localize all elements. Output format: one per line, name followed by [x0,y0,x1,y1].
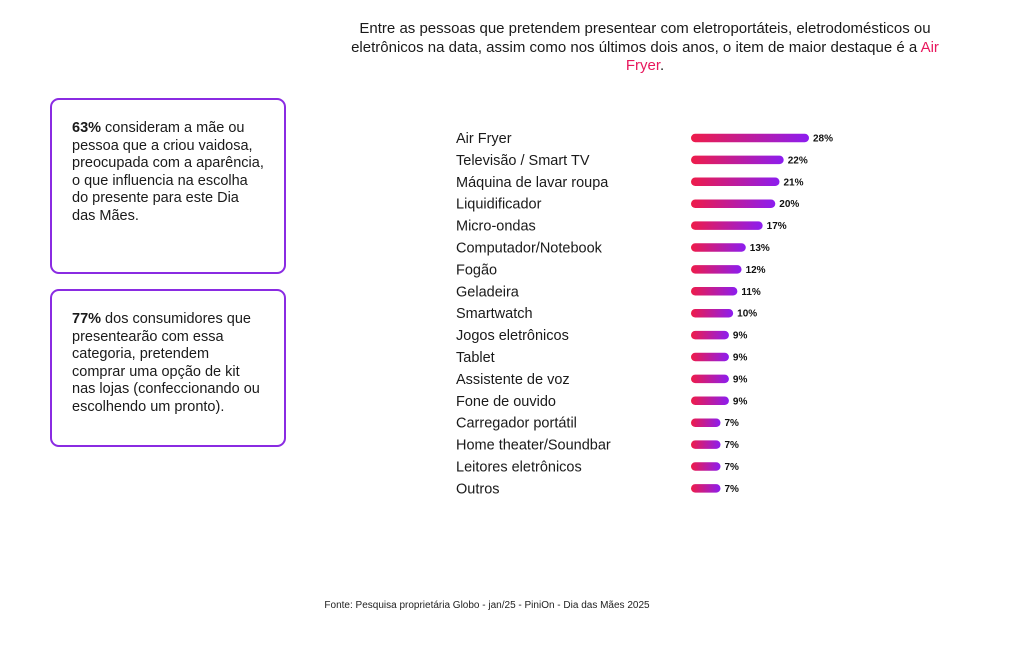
value-label: 10% [737,309,757,320]
bar [691,330,729,340]
value-label: 7% [725,484,740,495]
category-label: Máquina de lavar roupa [456,175,609,191]
category-label: Computador/Notebook [456,241,603,257]
bar [691,352,729,362]
value-label: 22% [788,155,808,166]
value-label: 17% [767,221,787,232]
value-label: 9% [733,353,748,364]
bar [691,374,729,384]
bar [691,243,746,252]
bar [691,396,729,406]
stat-card-percent: 63% [72,120,102,136]
stat-card-kit: 77% dos consumidores que presentearão co… [50,289,286,447]
bar [691,462,721,471]
bar [691,265,742,274]
bar [691,155,784,165]
bar [691,177,780,187]
bar [691,221,763,230]
bar [691,440,721,449]
bar [691,308,734,318]
value-label: 21% [784,177,804,188]
headline: Entre as pessoas que pretendem presentea… [330,20,960,76]
bar [691,418,721,427]
stat-card-text: consideram a mãe ou pessoa que a criou v… [72,120,264,224]
bar-chart: Air Fryer 28% Televisão / Smart TV 22% Máqui… [450,126,870,506]
value-label: 13% [750,243,770,254]
category-label: Carregador portátil [456,416,577,432]
value-label: 12% [746,265,766,276]
stat-card-percent: 77% [72,311,102,327]
value-label: 20% [779,199,799,210]
bar [691,484,721,493]
bar [691,199,776,208]
stat-card-vaidosa: 63% consideram a mãe ou pessoa que a cri… [50,98,286,274]
headline-highlight: Air Fryer [625,38,939,75]
value-label: 9% [733,396,748,407]
category-label: Micro-ondas [456,219,536,235]
value-label: 9% [733,374,748,385]
value-label: 9% [733,331,748,342]
category-label: Home theater/Soundbar [456,438,611,454]
category-label: Liquidificador [456,197,542,213]
category-label: Air Fryer [456,131,512,147]
category-label: Leitores eletrônicos [456,460,582,476]
category-label: Smartwatch [456,306,533,322]
category-label: Assistente de voz [456,372,570,388]
headline-text: Entre as pessoas que pretendem presentea… [351,20,931,56]
bar [691,287,738,296]
bar-chart-svg: Air Fryer 28% Televisão / Smart TV 22% Máqui… [456,131,833,497]
category-label: Jogos eletrônicos [456,328,569,344]
category-label: Geladeira [456,284,520,300]
bar [691,133,809,143]
category-label: Fogão [456,262,497,278]
source-note: Fonte: Pesquisa proprietária Globo - jan… [324,600,650,611]
category-label: Tablet [456,350,495,366]
stat-card-text: dos consumidores que presentearão com es… [72,311,260,415]
value-label: 7% [725,418,740,429]
category-label: Outros [456,481,500,497]
value-label: 7% [725,440,740,451]
headline-end: . [660,57,665,74]
category-label: Fone de ouvido [456,394,556,410]
value-label: 7% [725,462,740,473]
value-label: 11% [741,287,761,298]
category-label: Televisão / Smart TV [456,153,590,169]
value-label: 28% [813,134,833,145]
